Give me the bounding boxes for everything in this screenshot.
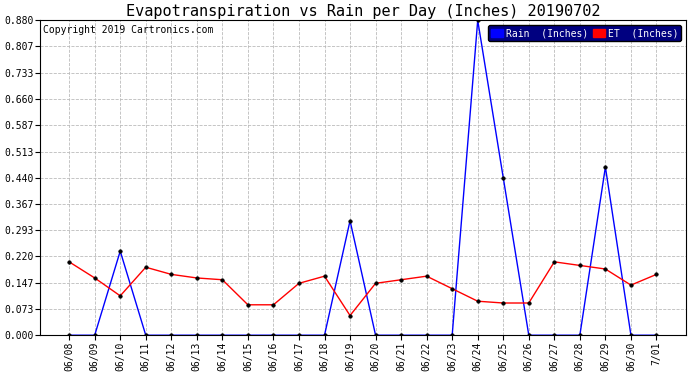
Text: Copyright 2019 Cartronics.com: Copyright 2019 Cartronics.com — [43, 25, 213, 35]
Title: Evapotranspiration vs Rain per Day (Inches) 20190702: Evapotranspiration vs Rain per Day (Inch… — [126, 4, 600, 19]
Legend: Rain  (Inches), ET  (Inches): Rain (Inches), ET (Inches) — [489, 25, 681, 41]
